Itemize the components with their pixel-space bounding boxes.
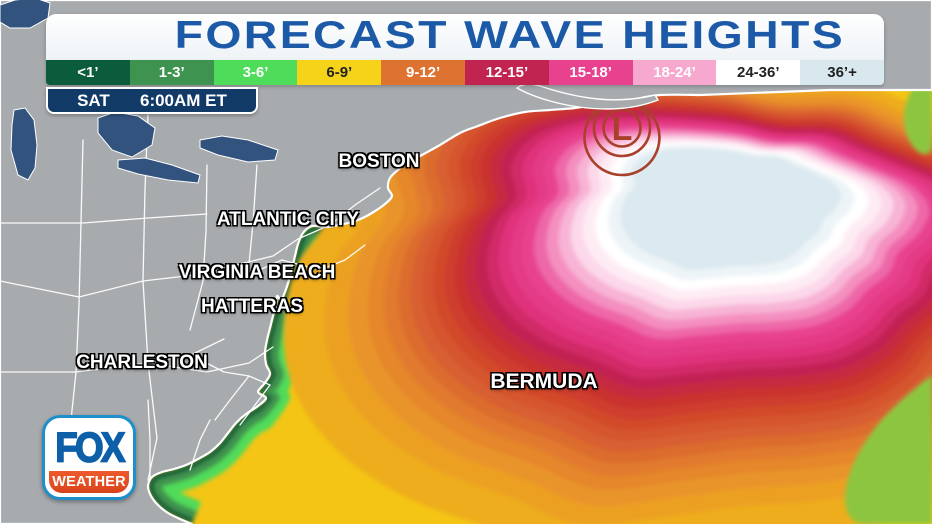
svg-text:L: L bbox=[612, 110, 633, 148]
